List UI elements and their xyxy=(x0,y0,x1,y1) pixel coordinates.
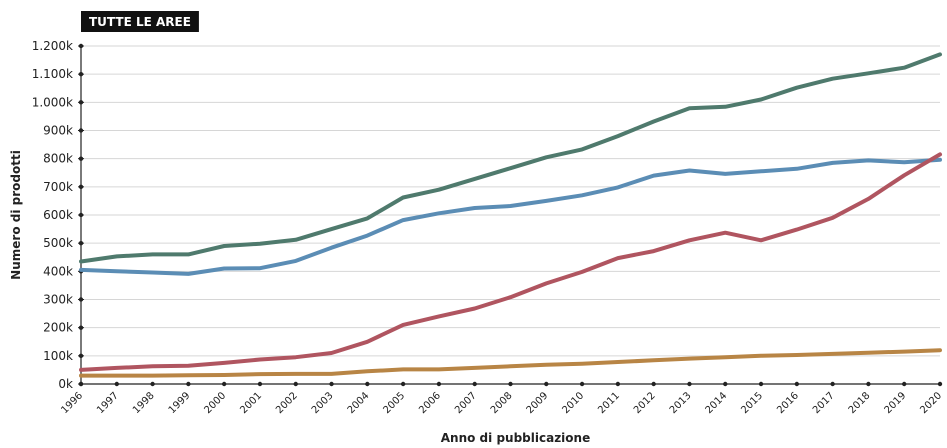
x-tick-label: 2016 xyxy=(775,390,801,416)
y-tick-label: 100k xyxy=(43,349,73,363)
x-tick-label: 2019 xyxy=(883,390,909,416)
x-tick-dot xyxy=(866,381,871,387)
x-tick-dot xyxy=(329,381,334,387)
series-line-4 xyxy=(79,348,942,378)
x-tick-dot xyxy=(758,381,764,387)
x-tick-dot xyxy=(114,381,119,387)
x-tick-label: 2013 xyxy=(668,390,694,416)
x-tick-label: 1999 xyxy=(167,390,193,416)
x-tick-label: 2015 xyxy=(739,390,765,416)
y-tick-dot xyxy=(78,325,84,330)
x-tick-dot xyxy=(830,381,835,387)
x-tick-dot xyxy=(186,381,191,387)
x-tick-label: 2007 xyxy=(453,390,479,416)
y-tick-label: 300k xyxy=(43,293,73,307)
x-tick-label: 2002 xyxy=(274,390,300,416)
y-tick-dot xyxy=(78,240,84,246)
x-tick-dot xyxy=(544,381,549,387)
y-tick-dot xyxy=(78,156,84,161)
x-tick-label: 1996 xyxy=(59,390,85,416)
x-tick-dot xyxy=(651,381,656,387)
y-tick-dot xyxy=(78,43,84,49)
y-tick-dot xyxy=(78,184,84,190)
y-tick-dot xyxy=(78,71,84,77)
x-tick-label: 2017 xyxy=(811,390,837,416)
y-tick-label: 200k xyxy=(43,321,73,335)
y-axis: 0k 100k 200k 300k 400k 500k 600k 700k 800k 900k 1.… xyxy=(32,39,84,391)
x-axis: 1996 1997 1998 1999 2000 2001 2002 2003 2004 2005… xyxy=(59,381,944,416)
y-tick-label: 800k xyxy=(43,152,73,166)
y-tick-dot xyxy=(78,297,84,302)
series-line-2 xyxy=(79,157,942,276)
x-tick-label: 2005 xyxy=(381,390,407,416)
y-tick-label: 1.200k xyxy=(32,39,73,53)
series-line-1 xyxy=(79,52,942,264)
y-tick-dot xyxy=(78,353,84,359)
series-lines xyxy=(79,52,942,378)
y-tick-label: 0k xyxy=(58,377,73,391)
x-tick-label: 2018 xyxy=(847,390,873,416)
y-tick-dot xyxy=(78,128,84,133)
x-tick-label: 2004 xyxy=(346,390,372,416)
y-tick-label: 400k xyxy=(43,264,73,278)
title-badge-background xyxy=(81,11,199,32)
gridlines xyxy=(81,45,940,385)
y-tick-label: 1.100k xyxy=(32,67,73,81)
x-tick-dot xyxy=(508,381,513,387)
x-tick-dot xyxy=(150,381,155,387)
y-axis-title: Numero di prodotti xyxy=(9,150,23,280)
x-tick-dot xyxy=(937,381,943,387)
y-tick-label: 1.000k xyxy=(32,95,73,109)
series-line-3 xyxy=(79,152,942,372)
y-tick-dot xyxy=(78,100,84,105)
y-tick-label: 900k xyxy=(43,124,73,138)
x-tick-dot xyxy=(615,381,621,387)
x-tick-label: 2020 xyxy=(918,390,944,416)
y-tick-label: 700k xyxy=(43,180,73,194)
x-tick-label: 1998 xyxy=(131,390,157,416)
chart-title-badge: TUTTE LE AREE xyxy=(81,11,199,32)
x-tick-dot xyxy=(723,381,728,387)
x-tick-dot xyxy=(78,381,84,387)
x-tick-label: 1997 xyxy=(95,390,121,416)
x-tick-label: 2012 xyxy=(632,390,658,416)
x-tick-dot xyxy=(687,381,692,387)
x-tick-dot xyxy=(794,381,800,387)
x-tick-label: 2001 xyxy=(238,390,264,416)
y-tick-label: 500k xyxy=(43,236,73,250)
x-tick-dot xyxy=(257,381,263,387)
x-tick-dot xyxy=(293,381,298,387)
x-tick-label: 2011 xyxy=(596,390,622,416)
x-tick-dot xyxy=(472,381,477,387)
x-tick-dot xyxy=(365,381,370,387)
x-tick-dot xyxy=(436,381,442,387)
y-tick-dot xyxy=(78,212,84,218)
x-tick-dot xyxy=(400,381,406,387)
x-tick-label: 2014 xyxy=(704,390,730,416)
chart-title: TUTTE LE AREE xyxy=(89,15,191,29)
x-tick-label: 2010 xyxy=(560,390,586,416)
x-tick-label: 2003 xyxy=(310,390,336,416)
x-tick-label: 2008 xyxy=(489,390,515,416)
y-tick-label: 600k xyxy=(43,208,73,222)
x-axis-title: Anno di pubblicazione xyxy=(441,431,590,445)
x-tick-label: 2009 xyxy=(525,390,551,416)
x-tick-dot xyxy=(579,381,585,387)
x-tick-label: 2006 xyxy=(417,390,443,416)
x-tick-dot xyxy=(902,381,907,387)
x-tick-dot xyxy=(221,381,227,387)
x-tick-label: 2000 xyxy=(203,390,229,416)
